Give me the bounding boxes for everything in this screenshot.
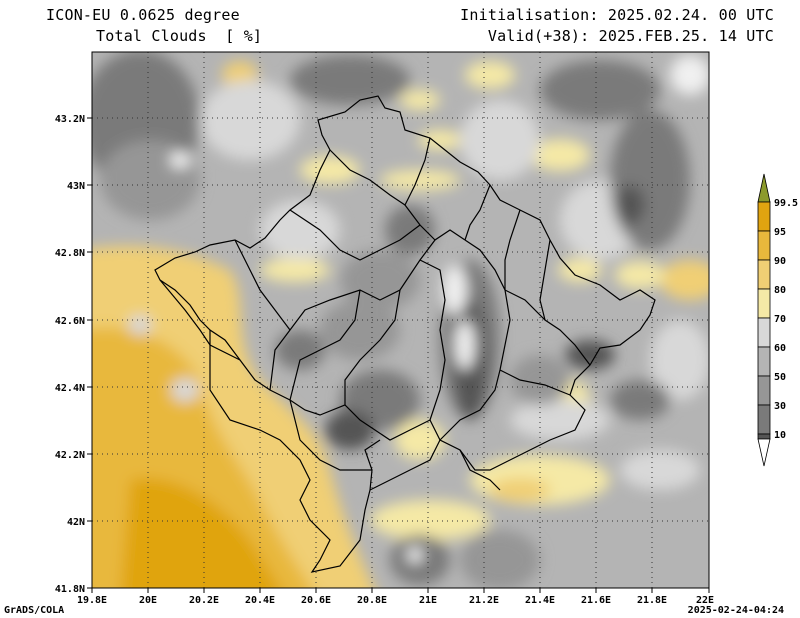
colorbar-legend [757,173,771,467]
lat-tick-label: 42.6N [55,316,85,327]
colorbar-swatch [757,201,771,232]
colorbar-swatch [757,404,771,435]
admin-boundaries [154,95,656,573]
lat-tick-label: 42.4N [55,383,85,394]
lon-tick-label: 21.8E [637,595,667,606]
valid-time: Valid(+38): 2025.FEB.25. 14 UTC [487,27,774,45]
lon-tick-label: 20.2E [189,595,219,606]
colorbar-swatch [757,346,771,377]
colorbar-label: 90 [774,256,786,267]
colorbar-swatch [757,375,771,406]
footer-credit: GrADS/COLA [4,605,65,616]
lon-tick-label: 20.4E [245,595,275,606]
axis-ticks [87,117,710,593]
lon-tick-label: 21.6E [581,595,611,606]
footer-timestamp: 2025-02-24-04:24 [687,605,784,616]
colorbar-label: 10 [774,430,786,441]
colorbar-label: 60 [774,343,786,354]
colorbar-label: 80 [774,285,786,296]
colorbar-label: 99.5 [774,198,798,209]
lat-tick-label: 42N [67,517,85,528]
initialisation-time: Initialisation: 2025.02.24. 00 UTC [460,6,774,24]
colorbar-swatch [757,259,771,290]
lon-tick-label: 21.2E [469,595,499,606]
map-title-variable: Total Clouds [ %] [96,27,263,45]
colorbar-under-triangle [757,438,771,467]
colorbar-label: 30 [774,401,786,412]
lon-tick-label: 20.6E [301,595,331,606]
lat-tick-label: 43.2N [55,114,85,125]
lat-tick-label: 41.8N [55,584,85,595]
colorbar-label: 70 [774,314,786,325]
map-title-model: ICON-EU 0.0625 degree [46,6,240,24]
colorbar-swatch [757,230,771,261]
colorbar-swatch [757,433,771,440]
lon-tick-label: 19.8E [77,595,107,606]
lon-tick-label: 20E [139,595,157,606]
lat-tick-label: 43N [67,181,85,192]
colorbar-over-triangle [757,173,771,203]
lon-tick-label: 21E [419,595,437,606]
colorbar-swatch [757,317,771,348]
cloud-field [92,52,709,588]
lon-tick-label: 22E [696,595,714,606]
lon-tick-label: 21.4E [525,595,555,606]
lat-tick-label: 42.2N [55,450,85,461]
colorbar-label: 50 [774,372,786,383]
lat-tick-label: 42.8N [55,248,85,259]
colorbar-label: 95 [774,227,786,238]
lon-tick-label: 20.8E [357,595,387,606]
colorbar-swatch [757,288,771,319]
